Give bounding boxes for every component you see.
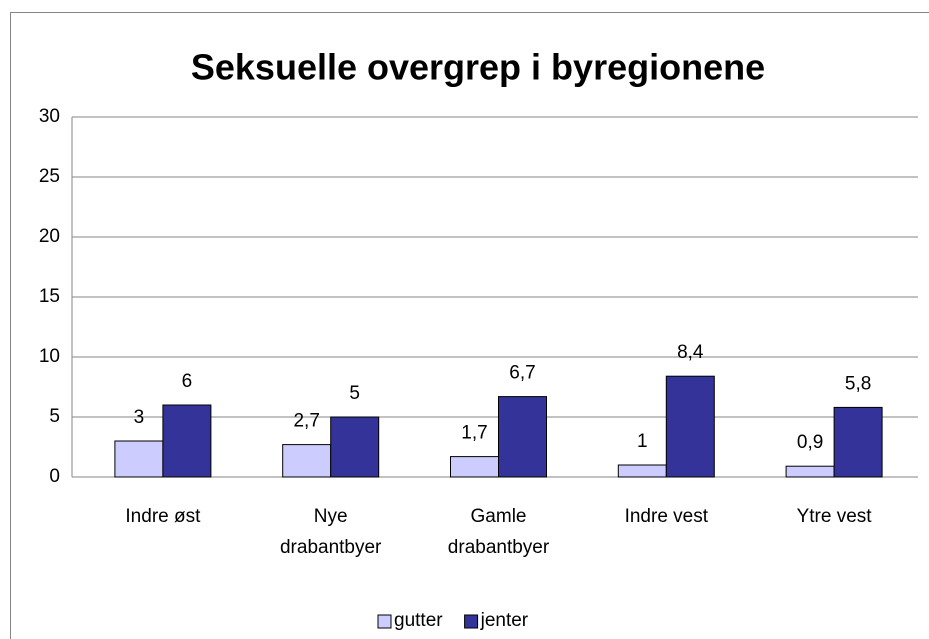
legend-swatch [377, 614, 392, 629]
bar [282, 444, 332, 478]
bar [330, 416, 380, 478]
chart-title: Seksuelle overgrep i byregionene [191, 47, 765, 88]
x-tick-label: Indre øst [125, 506, 201, 527]
y-tick-label: 5 [49, 406, 60, 427]
data-label: 1 [637, 431, 648, 452]
data-label: 5 [349, 383, 360, 404]
bar [785, 465, 835, 478]
y-tick-label: 15 [39, 286, 60, 307]
bar [450, 456, 499, 478]
data-label: 6,7 [509, 363, 535, 384]
y-tick-label: 10 [39, 346, 60, 367]
data-label: 8,4 [677, 342, 704, 363]
y-tick-label: 0 [49, 466, 60, 487]
data-label: 6 [182, 371, 193, 392]
y-tick-label: 20 [39, 226, 60, 247]
x-tick-label: Gamle drabantbyer [448, 506, 550, 558]
x-tick-label: Ytre vest [797, 506, 873, 527]
legend-swatch [464, 614, 479, 629]
x-tick-label: Indre vest [625, 506, 709, 527]
bar [665, 375, 715, 478]
bar [833, 406, 883, 478]
y-tick-label: 30 [39, 106, 60, 127]
legend-label: gutter [394, 610, 443, 631]
data-label: 5,8 [845, 373, 871, 394]
legend-label: jenter [480, 610, 529, 631]
bar [162, 404, 212, 478]
bar [114, 440, 164, 478]
data-label: 2,7 [293, 411, 319, 432]
y-tick-label: 25 [39, 166, 60, 187]
x-tick-label: Nye drabantbyer [280, 506, 382, 558]
bar [498, 396, 547, 478]
data-label: 0,9 [797, 432, 823, 453]
data-label: 3 [134, 407, 145, 428]
data-label: 1,7 [461, 423, 487, 444]
bar [617, 464, 667, 478]
